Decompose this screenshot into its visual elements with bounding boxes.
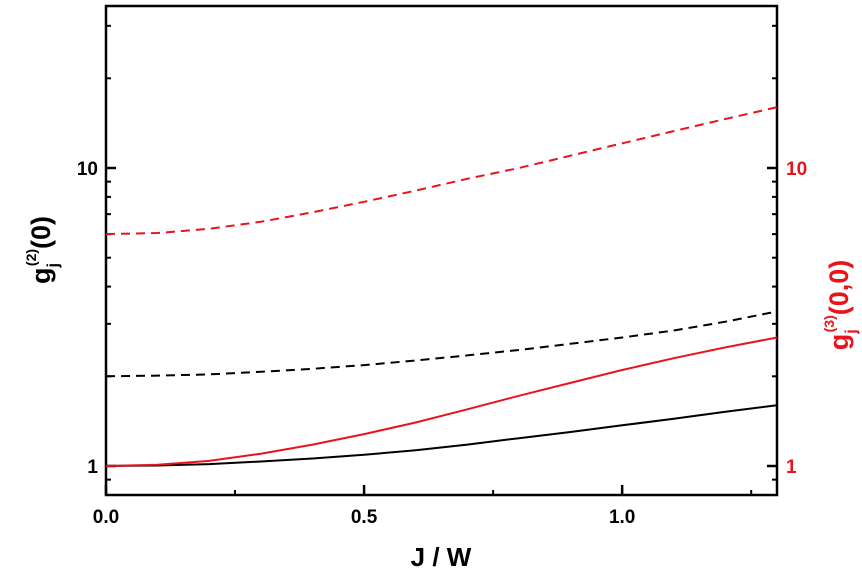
left-axis-title: gj (2)(0) — [23, 216, 62, 284]
right-axis-title-sup: (3) — [821, 315, 837, 332]
left-axis-title-sup: (2) — [23, 249, 39, 266]
right-y-tick-label: 1 — [786, 457, 797, 478]
right-axis-title: gj (3)(0,0) — [821, 260, 860, 351]
series-line-2 — [105, 310, 778, 378]
right-axis-title-sub: j — [843, 329, 860, 334]
plot-frame — [104, 4, 779, 497]
left-axis-title-sub: j — [45, 263, 62, 268]
right-axis-title-base: g — [824, 334, 854, 351]
x-tick-label: 0.0 — [93, 507, 119, 528]
left-y-tick-label: 10 — [77, 159, 98, 180]
right-y-tick-label: 10 — [786, 159, 807, 180]
left-axis-title-tail: (0) — [26, 216, 56, 249]
left-axis-title-base: g — [26, 268, 56, 285]
series-line-4 — [105, 106, 778, 236]
x-axis-title: J / W — [411, 542, 472, 572]
series-line-3 — [105, 336, 778, 467]
x-tick-label: 1.0 — [609, 507, 635, 528]
series-line-1 — [105, 404, 778, 467]
tick-labels: 0.0 0.5 1.0 1 10 1 10 — [77, 159, 807, 528]
svg-text:gj(2)(0): gj (2)(0) — [23, 216, 62, 284]
right-axis-title-tail: (0,0) — [824, 260, 854, 316]
left-y-tick-label: 1 — [87, 457, 98, 478]
axis-ticks — [104, 24, 777, 495]
x-tick-label: 0.5 — [351, 507, 378, 528]
series-layer — [105, 106, 778, 467]
svg-text:gj(3)(0,0): gj (3)(0,0) — [821, 260, 860, 351]
